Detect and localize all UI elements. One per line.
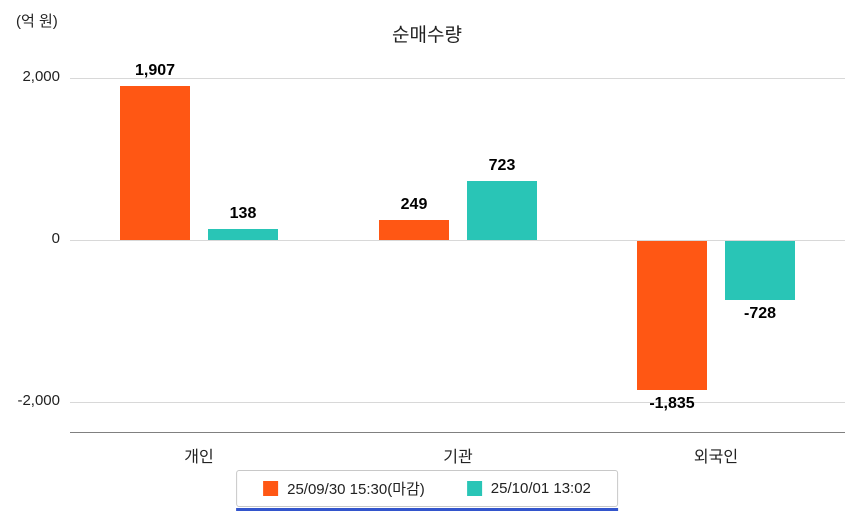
value-label: 1,907 — [134, 62, 176, 79]
legend-underline — [236, 508, 618, 511]
y-tick-label: -2,000 — [17, 392, 60, 409]
value-label: -1,835 — [649, 395, 695, 412]
value-label: 138 — [229, 205, 257, 222]
gridline-0 — [70, 240, 845, 241]
x-axis-line — [70, 432, 845, 433]
bar-series2-cat3 — [725, 241, 795, 300]
y-tick-label: 2,000 — [22, 68, 60, 85]
y-tick-label: 0 — [51, 230, 60, 247]
value-label: 723 — [488, 157, 516, 174]
category-label: 기관 — [443, 449, 473, 466]
value-label: -728 — [743, 305, 777, 322]
bar-series2-cat2 — [467, 181, 537, 240]
legend-swatch-series1 — [263, 481, 279, 496]
bar-series1-cat3 — [637, 241, 707, 390]
category-label: 외국인 — [693, 449, 739, 466]
gridline--2000 — [70, 402, 845, 403]
legend-label-series1: 25/09/30 15:30(마감) — [287, 481, 425, 498]
category-label: 개인 — [184, 449, 214, 466]
legend: 25/09/30 15:30(마감) 25/10/01 13:02 — [236, 470, 618, 511]
gridline-2000 — [70, 78, 845, 79]
bar-series2-cat1 — [208, 229, 278, 240]
bar-series1-cat2 — [379, 220, 449, 240]
legend-swatch-series2 — [466, 481, 482, 496]
value-label: 249 — [400, 196, 428, 213]
legend-box: 25/09/30 15:30(마감) 25/10/01 13:02 — [236, 470, 618, 507]
chart-title: 순매수량 — [392, 25, 462, 46]
bar-series1-cat1 — [120, 86, 190, 240]
y-axis-unit-label: (억 원) — [16, 13, 58, 30]
legend-label-series2: 25/10/01 13:02 — [490, 480, 591, 497]
